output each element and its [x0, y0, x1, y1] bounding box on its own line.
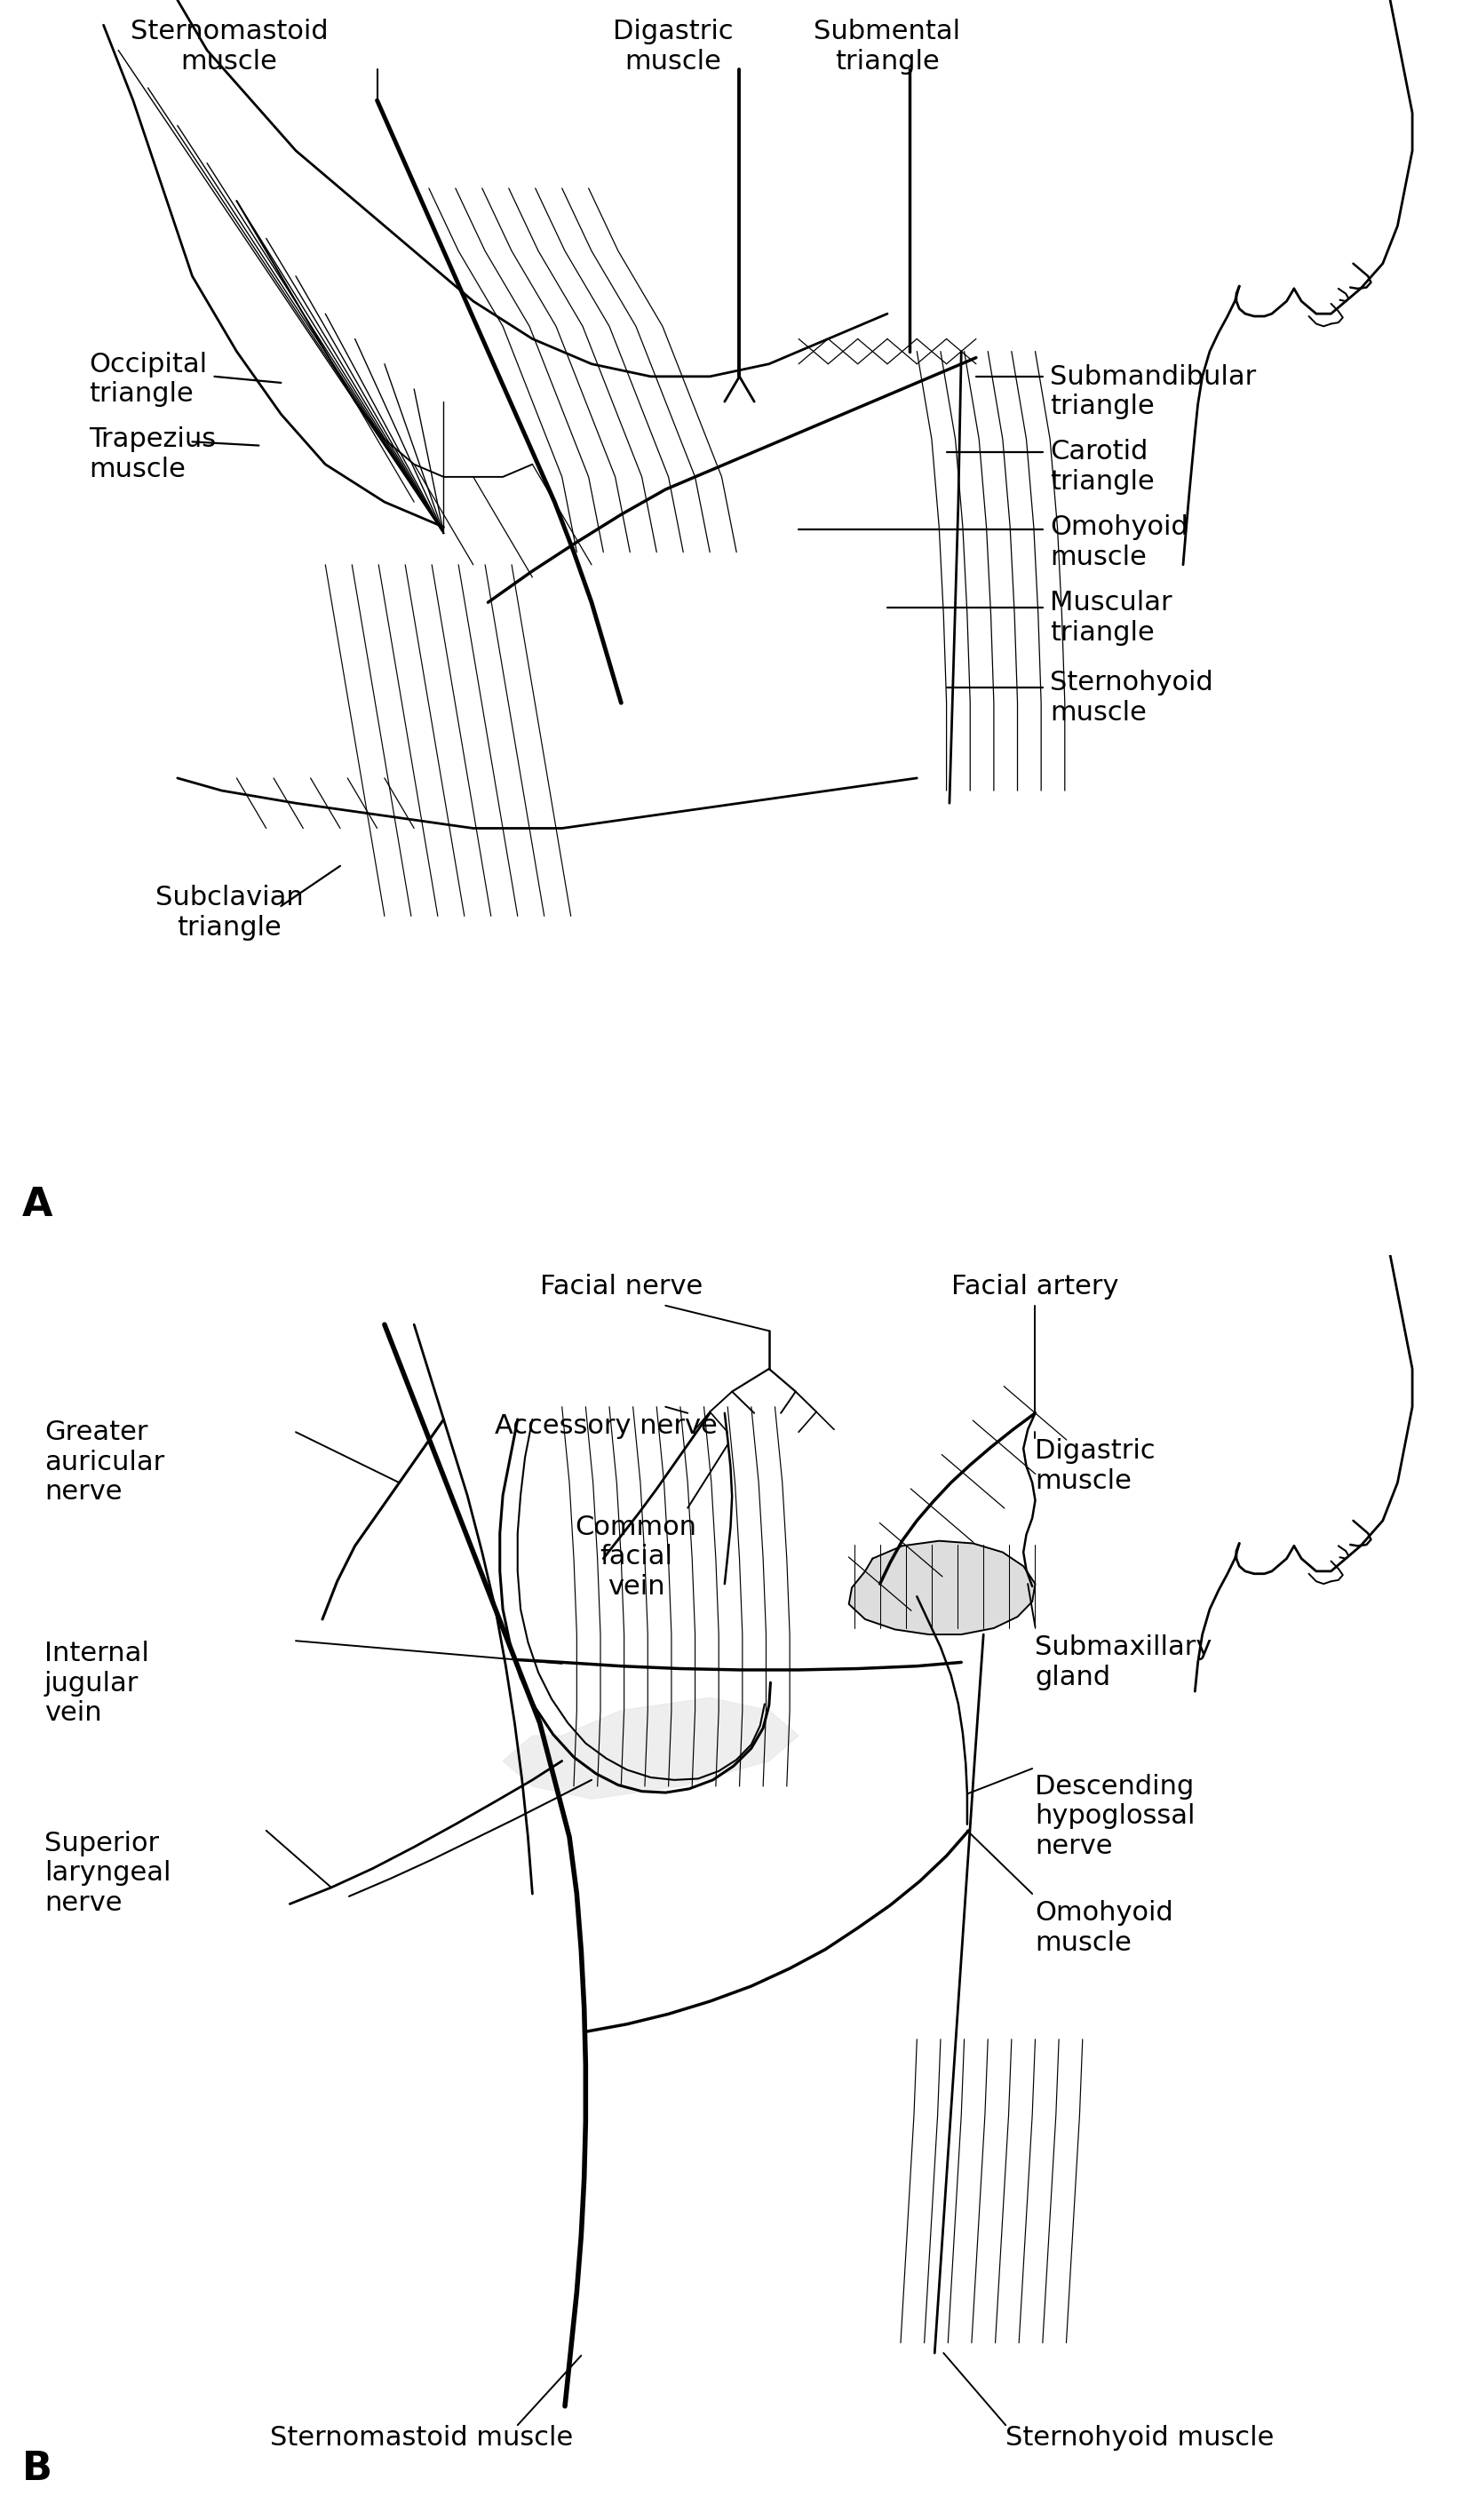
Text: Greater
auricular
nerve: Greater auricular nerve	[44, 1419, 164, 1504]
Text: Omohyoid
muscle: Omohyoid muscle	[1049, 514, 1188, 570]
Text: Submandibular
triangle: Submandibular triangle	[1049, 363, 1255, 418]
Text: Submental
triangle: Submental triangle	[813, 18, 961, 76]
Text: Subclavian
triangle: Subclavian triangle	[155, 885, 303, 940]
Text: Digastric
muscle: Digastric muscle	[1035, 1439, 1154, 1494]
Text: Internal
jugular
vein: Internal jugular vein	[44, 1641, 149, 1726]
Text: Trapezius
muscle: Trapezius muscle	[89, 426, 216, 481]
Text: B: B	[22, 2449, 52, 2487]
Text: Omohyoid
muscle: Omohyoid muscle	[1035, 1900, 1174, 1956]
Text: A: A	[22, 1184, 53, 1225]
Text: Occipital
triangle: Occipital triangle	[89, 350, 207, 408]
Text: Superior
laryngeal
nerve: Superior laryngeal nerve	[44, 1830, 171, 1915]
Text: Sternomastoid
muscle: Sternomastoid muscle	[130, 18, 328, 76]
Polygon shape	[848, 1540, 1035, 1635]
Text: Sternohyoid muscle: Sternohyoid muscle	[1005, 2424, 1274, 2452]
Polygon shape	[503, 1698, 798, 1799]
Text: Accessory nerve: Accessory nerve	[495, 1414, 717, 1439]
Text: Sternohyoid
muscle: Sternohyoid muscle	[1049, 670, 1212, 726]
Text: Muscular
triangle: Muscular triangle	[1049, 590, 1172, 645]
Text: Digastric
muscle: Digastric muscle	[612, 18, 733, 76]
Text: Common
facial
vein: Common facial vein	[575, 1515, 696, 1600]
Text: Carotid
triangle: Carotid triangle	[1049, 438, 1154, 494]
Text: Submaxillary
gland: Submaxillary gland	[1035, 1635, 1212, 1691]
Text: Facial artery: Facial artery	[950, 1275, 1119, 1300]
Text: Sternomastoid muscle: Sternomastoid muscle	[270, 2424, 572, 2452]
Text: Facial nerve: Facial nerve	[539, 1275, 702, 1300]
Text: Descending
hypoglossal
nerve: Descending hypoglossal nerve	[1035, 1774, 1194, 1860]
